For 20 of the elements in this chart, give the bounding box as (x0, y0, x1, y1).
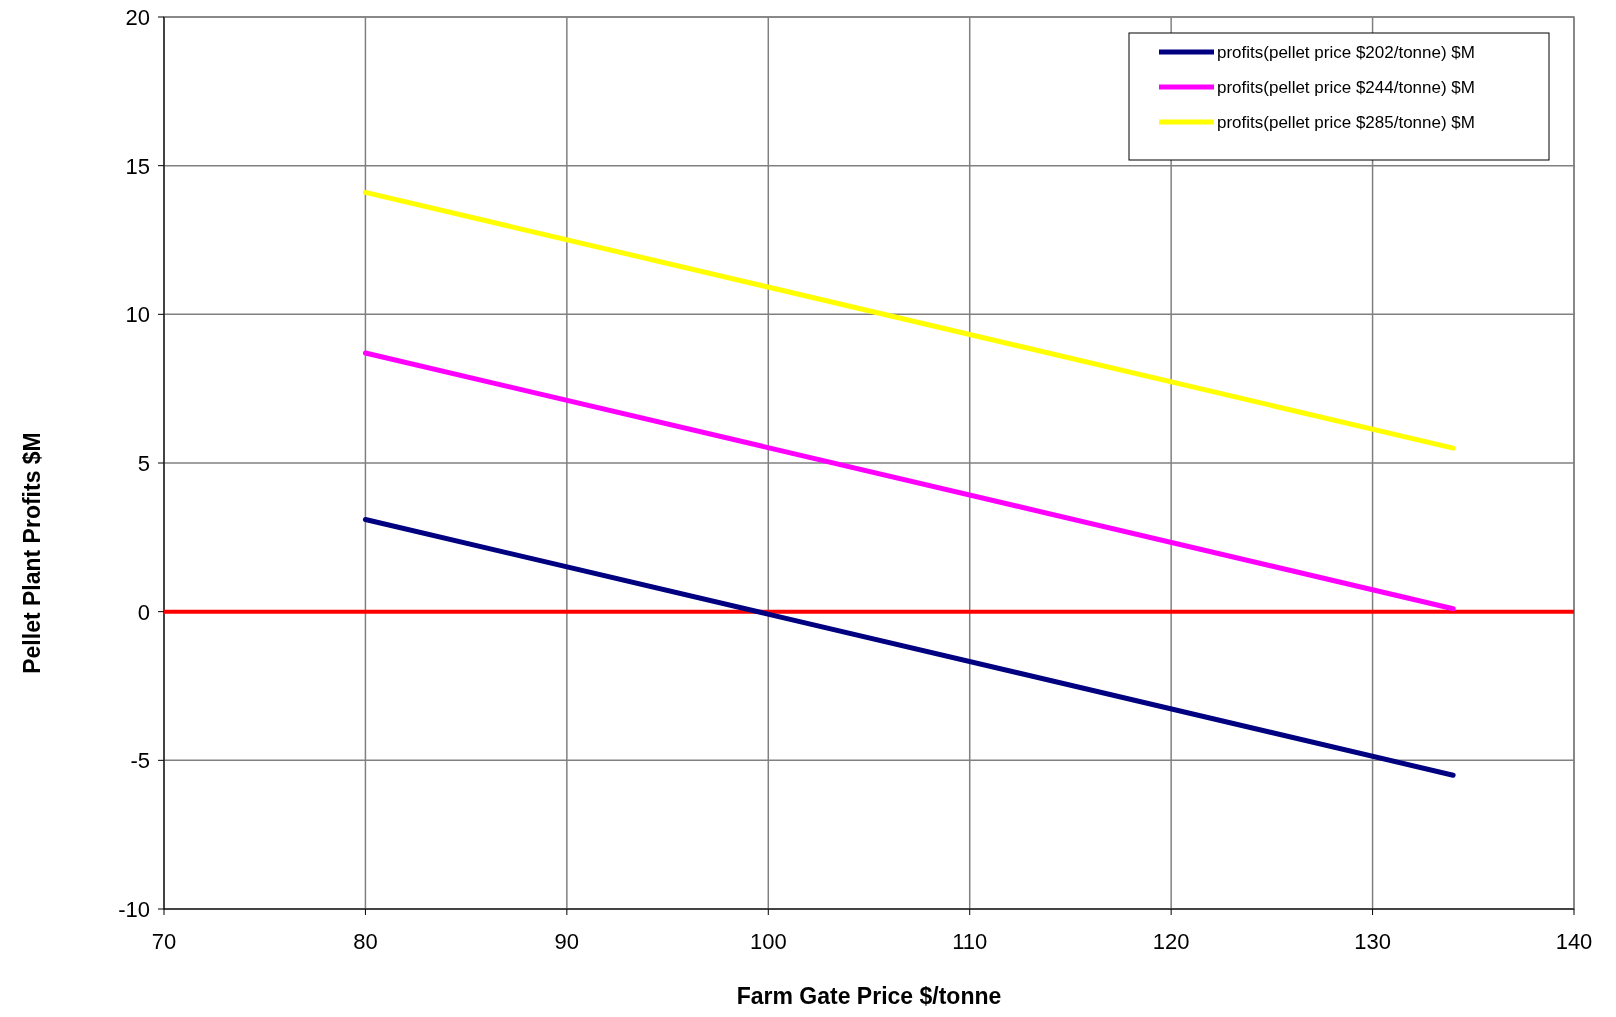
y-tick-label: 0 (137, 599, 150, 625)
x-tick-label: 120 (1152, 929, 1190, 954)
x-tick-label: 140 (1555, 929, 1593, 954)
legend-label: profits(pellet price $244/tonne) $M (1217, 78, 1475, 97)
x-tick-label: 90 (554, 929, 580, 954)
x-tick-label: 130 (1354, 929, 1391, 954)
x-tick-label: 80 (353, 929, 378, 954)
y-tick-label: 15 (125, 153, 150, 179)
legend-label: profits(pellet price $285/tonne) $M (1217, 113, 1475, 132)
y-axis-title: Pellet Plant Profits $M (19, 432, 45, 674)
x-tick-label: 110 (952, 929, 988, 954)
x-tick-label: 100 (749, 929, 787, 954)
legend-label: profits(pellet price $202/tonne) $M (1217, 43, 1475, 62)
x-axis-title: Farm Gate Price $/tonne (736, 983, 1002, 1009)
y-tick-label: -5 (130, 748, 150, 774)
x-tick-label: 70 (151, 929, 177, 954)
y-tick-label: -10 (118, 897, 150, 922)
y-tick-label: 20 (125, 5, 150, 30)
y-tick-label: 5 (137, 451, 150, 476)
y-tick-label: 10 (125, 302, 150, 328)
